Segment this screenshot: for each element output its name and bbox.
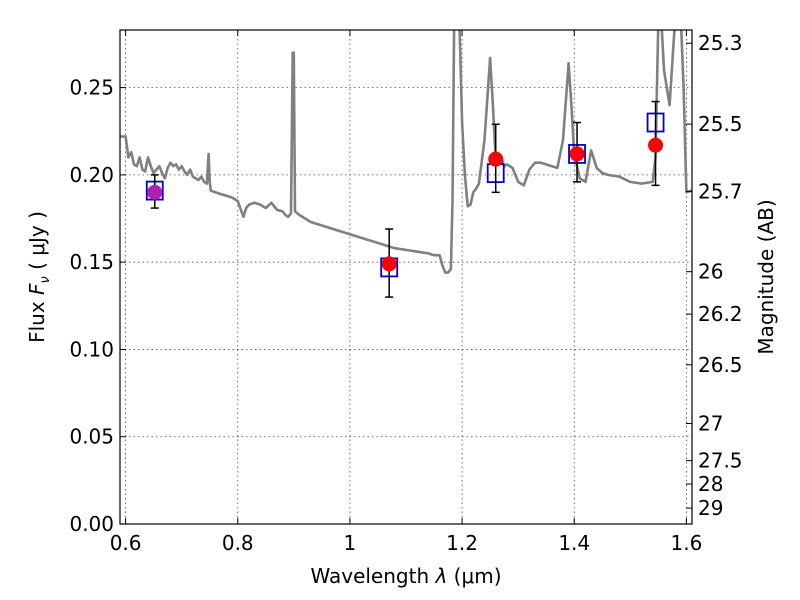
measured-point — [381, 256, 397, 272]
model-spectrum-line — [120, 30, 692, 274]
x-axis-label: Wavelength λ (μm) — [310, 564, 501, 588]
magnitude-tick-label: 26 — [698, 260, 723, 284]
measured-point — [569, 146, 585, 162]
x-tick-label: 1.2 — [446, 531, 478, 555]
magnitude-tick-label: 26.2 — [698, 302, 743, 326]
tick-marks — [120, 30, 692, 525]
plot-frame — [119, 29, 693, 525]
magnitude-tick-label: 25.7 — [698, 179, 743, 203]
measured-point — [147, 184, 163, 200]
x-tick-labels: 0.6 0.8 1 1.2 1.4 1.6 — [110, 531, 703, 555]
y-tick-label: 0.00 — [69, 512, 114, 536]
magnitude-tick-label: 25.5 — [698, 112, 743, 136]
model-spectrum — [120, 30, 692, 274]
magnitude-tick-label: 25.3 — [698, 31, 743, 55]
y-tick-label: 0.20 — [69, 163, 114, 187]
measured-point — [488, 151, 504, 167]
magnitude-tick-label: 27 — [698, 412, 723, 436]
magnitude-tick-label: 27.5 — [698, 449, 743, 473]
magnitude-tick-label: 29 — [698, 496, 723, 520]
grid-lines — [120, 30, 692, 524]
measured-points — [147, 137, 664, 272]
error-bars — [150, 100, 660, 298]
magnitude-tick-label: 26.5 — [698, 353, 743, 377]
y-tick-label: 0.05 — [69, 425, 114, 449]
measured-point — [648, 137, 664, 153]
x-tick-label: 0.8 — [222, 531, 254, 555]
y-axis-label: Flux Fν ( μJy ) — [25, 211, 53, 343]
x-tick-label: 1 — [344, 531, 357, 555]
y-tick-labels: 0.00 0.05 0.10 0.15 0.20 0.25 — [69, 76, 114, 536]
y-tick-label: 0.15 — [69, 250, 114, 274]
x-tick-label: 1.6 — [670, 531, 702, 555]
magnitude-axis-label: Magnitude (AB) — [754, 199, 778, 354]
x-tick-label: 0.6 — [110, 531, 142, 555]
magnitude-tick-label: 28 — [698, 472, 723, 496]
x-tick-label: 1.4 — [558, 531, 590, 555]
y-tick-label: 0.25 — [69, 76, 114, 100]
y-tick-label: 0.10 — [69, 337, 114, 361]
